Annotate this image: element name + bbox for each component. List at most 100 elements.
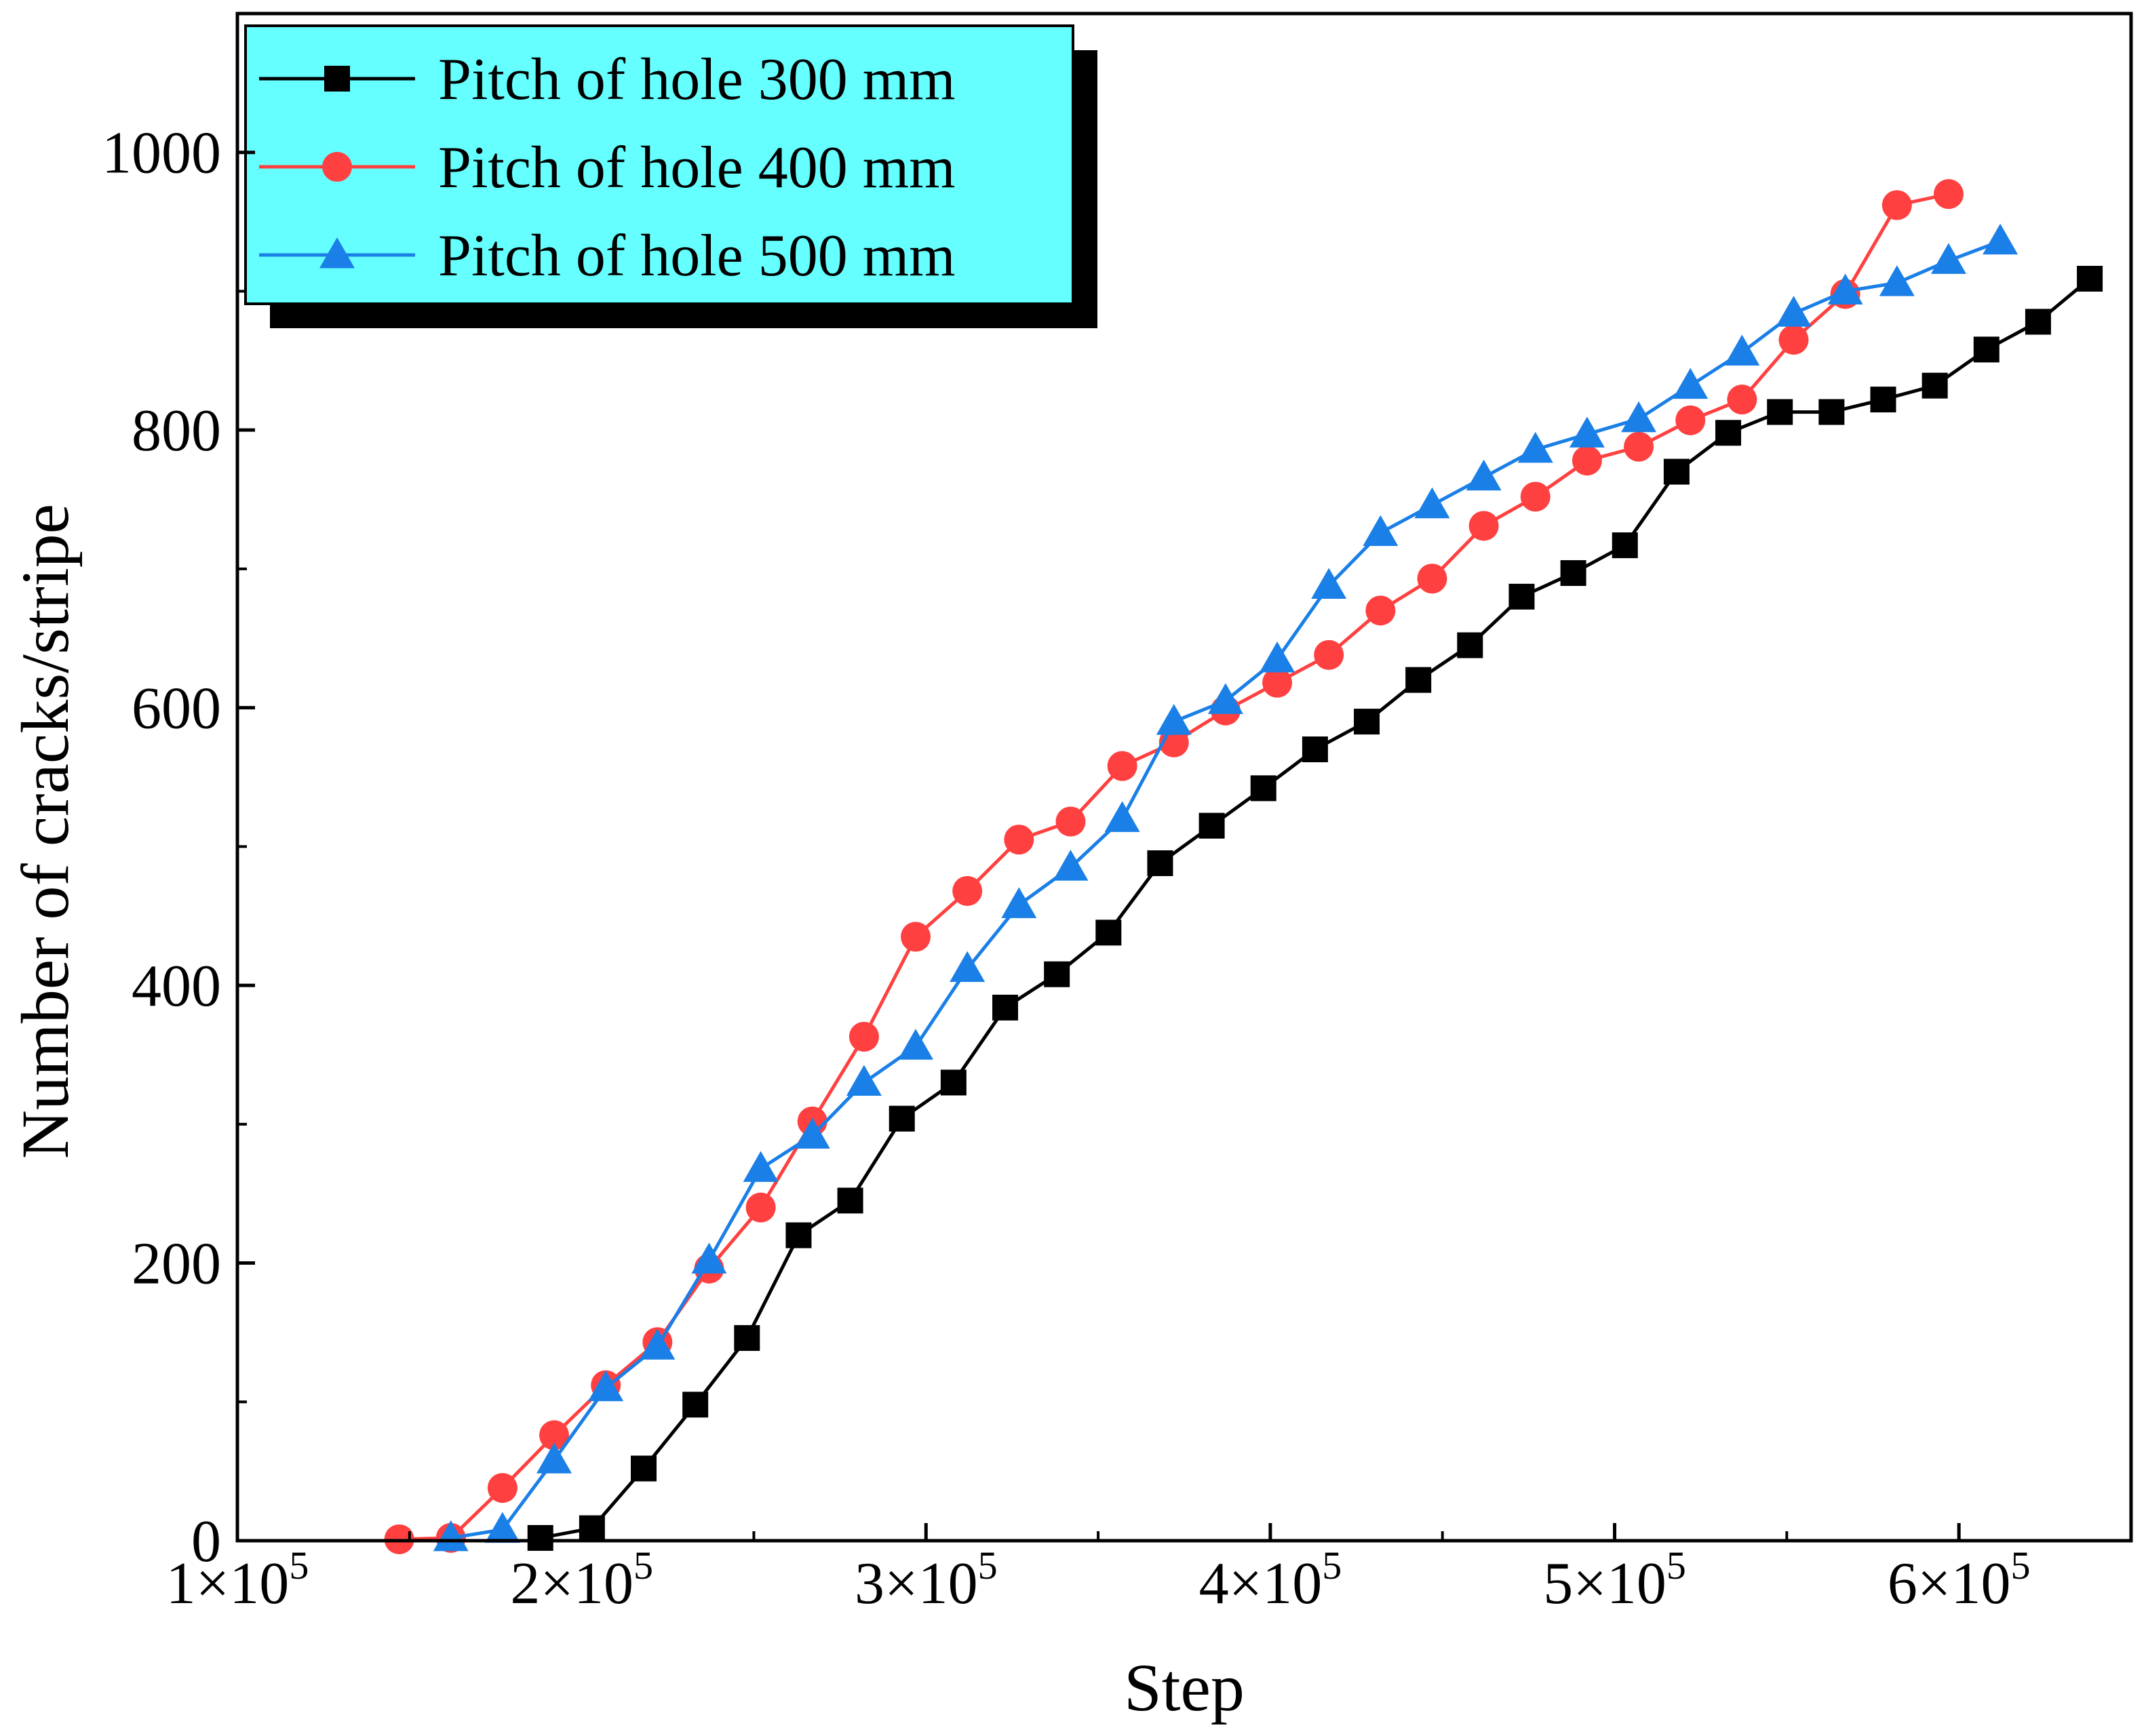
data-point (1260, 641, 1295, 673)
series-layer (384, 179, 2103, 1554)
series-3 (433, 223, 2018, 1552)
data-point (1930, 243, 1966, 274)
data-point (631, 1455, 657, 1482)
legend-label: Pitch of hole 500 mm (438, 223, 956, 289)
legend-item: Pitch of hole 300 mm (259, 47, 956, 113)
data-point (1156, 704, 1192, 735)
data-point (1776, 296, 1812, 327)
data-point (2077, 266, 2103, 292)
data-point (785, 1222, 812, 1248)
y-tick-label: 200 (132, 1231, 221, 1297)
data-point (1517, 431, 1553, 463)
data-point (901, 922, 931, 952)
data-point (2025, 309, 2051, 335)
data-point (1870, 387, 1896, 413)
legend-item: Pitch of hole 500 mm (259, 223, 956, 289)
data-point (1933, 179, 1964, 210)
y-tick-label: 1000 (102, 121, 221, 186)
data-point (940, 1069, 967, 1096)
data-point (952, 875, 983, 906)
series-line (399, 192, 1949, 1541)
data-point (588, 1370, 624, 1402)
data-point (743, 1151, 779, 1182)
data-point (837, 1187, 863, 1214)
data-point (898, 1029, 934, 1060)
x-tick-label: 4×105 (1199, 1543, 1342, 1617)
data-point (1921, 372, 1948, 399)
data-point (1569, 416, 1605, 448)
axis-layer: 1×105 2×105 3×105 4×105 5×105 6×1050200400600… (102, 121, 2031, 1617)
series-1 (527, 266, 2103, 1551)
data-point (579, 1515, 605, 1541)
legend-marker (322, 152, 352, 182)
x-tick-label: 1×105 (166, 1543, 309, 1617)
data-point (1767, 399, 1793, 425)
data-point (1724, 334, 1760, 366)
data-point (1044, 961, 1070, 987)
data-point (1311, 568, 1347, 599)
data-point (1262, 667, 1293, 698)
data-point (1147, 850, 1173, 876)
data-point (1778, 325, 1809, 355)
data-point (1881, 190, 1912, 220)
x-axis-title: Step (1124, 1650, 1245, 1725)
x-tick-label: 5×105 (1543, 1543, 1686, 1617)
data-point (950, 951, 986, 983)
data-point (734, 1325, 760, 1352)
data-point (1055, 806, 1086, 837)
data-point (527, 1524, 553, 1551)
data-point (1572, 446, 1602, 476)
y-tick-label: 400 (132, 953, 221, 1019)
data-point (1004, 825, 1034, 855)
series-line (540, 277, 2091, 1540)
x-tick-exponent: 5 (1322, 1543, 1342, 1587)
data-point (1879, 265, 1915, 296)
data-point (682, 1392, 709, 1418)
data-point (433, 1520, 469, 1552)
data-point (1508, 583, 1535, 610)
data-point (539, 1420, 570, 1451)
series-line (450, 239, 2001, 1540)
x-tick-exponent: 5 (633, 1543, 653, 1587)
data-point (1715, 420, 1742, 446)
data-point (992, 994, 1019, 1021)
data-point (1673, 368, 1709, 399)
series-2 (384, 179, 1964, 1554)
legend-marker (319, 237, 355, 269)
data-point (1457, 632, 1483, 658)
legend-box (244, 24, 1074, 305)
data-point (691, 1242, 727, 1274)
data-point (1612, 532, 1638, 559)
x-tick-mantissa: 5×10 (1543, 1551, 1666, 1617)
data-point (1363, 515, 1399, 547)
data-point (1468, 511, 1499, 541)
data-point (1414, 487, 1450, 519)
x-tick-exponent: 5 (289, 1543, 309, 1587)
plot-frame (235, 12, 2133, 1543)
x-tick-mantissa: 6×10 (1888, 1551, 2011, 1617)
data-point (745, 1192, 776, 1223)
data-point (1302, 736, 1328, 763)
data-point (794, 1118, 830, 1149)
x-tick-exponent: 5 (2011, 1543, 2031, 1587)
y-tick-label: 600 (132, 676, 221, 742)
y-tick-label: 800 (132, 398, 221, 464)
data-point (1624, 431, 1654, 462)
data-point (1198, 812, 1225, 839)
legend-marker (324, 66, 350, 92)
data-point (1250, 775, 1276, 802)
y-axis-title: Number of cracks/stripe (7, 504, 83, 1159)
x-tick-mantissa: 2×10 (510, 1551, 633, 1617)
data-point (1621, 401, 1657, 433)
data-point (1466, 459, 1502, 491)
data-point (846, 1065, 882, 1096)
x-tick-exponent: 5 (978, 1543, 998, 1587)
data-point (1095, 920, 1122, 946)
x-tick-label: 3×105 (855, 1543, 998, 1617)
data-point (536, 1442, 572, 1474)
y-tick-label: 0 (191, 1509, 221, 1575)
legend-label: Pitch of hole 400 mm (438, 135, 956, 201)
data-point (1053, 850, 1089, 881)
data-point (1818, 399, 1845, 425)
data-point (1365, 595, 1396, 626)
